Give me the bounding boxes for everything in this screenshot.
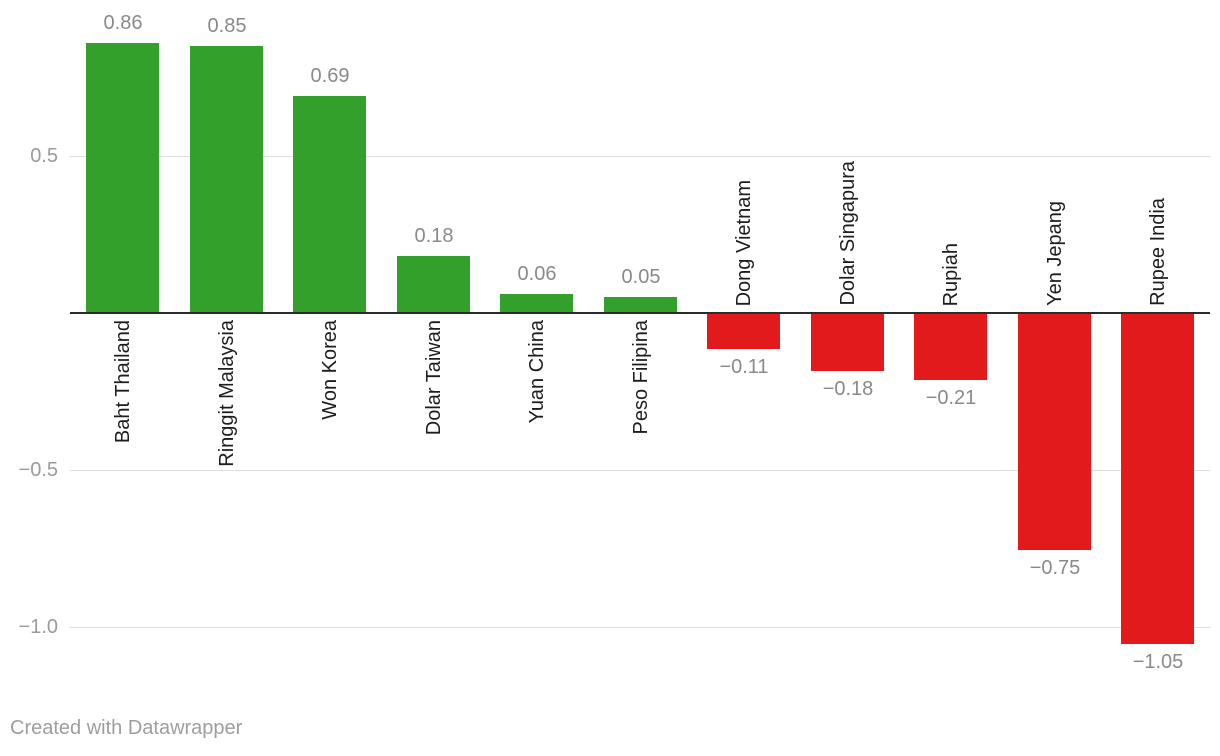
bar-peso-filipina xyxy=(604,297,677,313)
bar-category-label: Rupiah xyxy=(940,242,962,306)
bar-dolar-taiwan xyxy=(397,256,470,313)
bar-rupee-india xyxy=(1121,314,1194,644)
bar-value-label: 0.05 xyxy=(621,266,661,288)
bar-value-label: 0.18 xyxy=(414,225,454,247)
bar-category-label: Rupee India xyxy=(1147,198,1169,306)
y-gridline xyxy=(70,470,1210,471)
bar-category-label: Dolar Taiwan xyxy=(423,320,445,436)
y-gridline xyxy=(70,627,1210,628)
datawrapper-credit-link[interactable]: Created with Datawrapper xyxy=(10,717,243,739)
bar-baht-thailand xyxy=(86,43,159,313)
bar-yuan-china xyxy=(500,294,573,313)
bar-value-label: −0.18 xyxy=(822,378,874,400)
bar-value-label: 0.86 xyxy=(103,12,143,34)
bar-value-label: 0.85 xyxy=(207,15,247,37)
bar-ringgit-malaysia xyxy=(190,46,263,313)
bar-value-label: −0.11 xyxy=(719,356,769,378)
bar-category-label: Peso Filipina xyxy=(630,320,652,435)
bar-category-label: Yuan China xyxy=(526,320,548,424)
bar-dolar-singapura xyxy=(811,314,884,371)
bar-category-label: Dolar Singapura xyxy=(837,161,859,306)
zero-baseline xyxy=(70,312,1210,314)
bar-yen-jepang xyxy=(1018,314,1091,550)
bar-category-label: Baht Thailand xyxy=(112,320,134,444)
bar-category-label: Won Korea xyxy=(319,320,341,420)
bar-category-label: Ringgit Malaysia xyxy=(216,320,238,467)
bar-value-label: −1.05 xyxy=(1132,651,1184,673)
bar-dong-vietnam xyxy=(707,314,780,349)
bar-value-label: 0.06 xyxy=(517,263,557,285)
y-gridline xyxy=(70,156,1210,157)
bar-won-korea xyxy=(293,96,366,313)
bar-value-label: −0.21 xyxy=(925,387,977,409)
bar-value-label: −0.75 xyxy=(1029,557,1081,579)
bar-value-label: 0.69 xyxy=(310,65,350,87)
y-tick-label: −1.0 xyxy=(18,616,58,638)
y-tick-label: 0.5 xyxy=(30,145,58,167)
y-tick-label: −0.5 xyxy=(18,459,58,481)
bar-category-label: Dong Vietnam xyxy=(733,179,755,306)
bar-rupiah xyxy=(914,314,987,380)
bar-category-label: Yen Jepang xyxy=(1044,201,1066,306)
